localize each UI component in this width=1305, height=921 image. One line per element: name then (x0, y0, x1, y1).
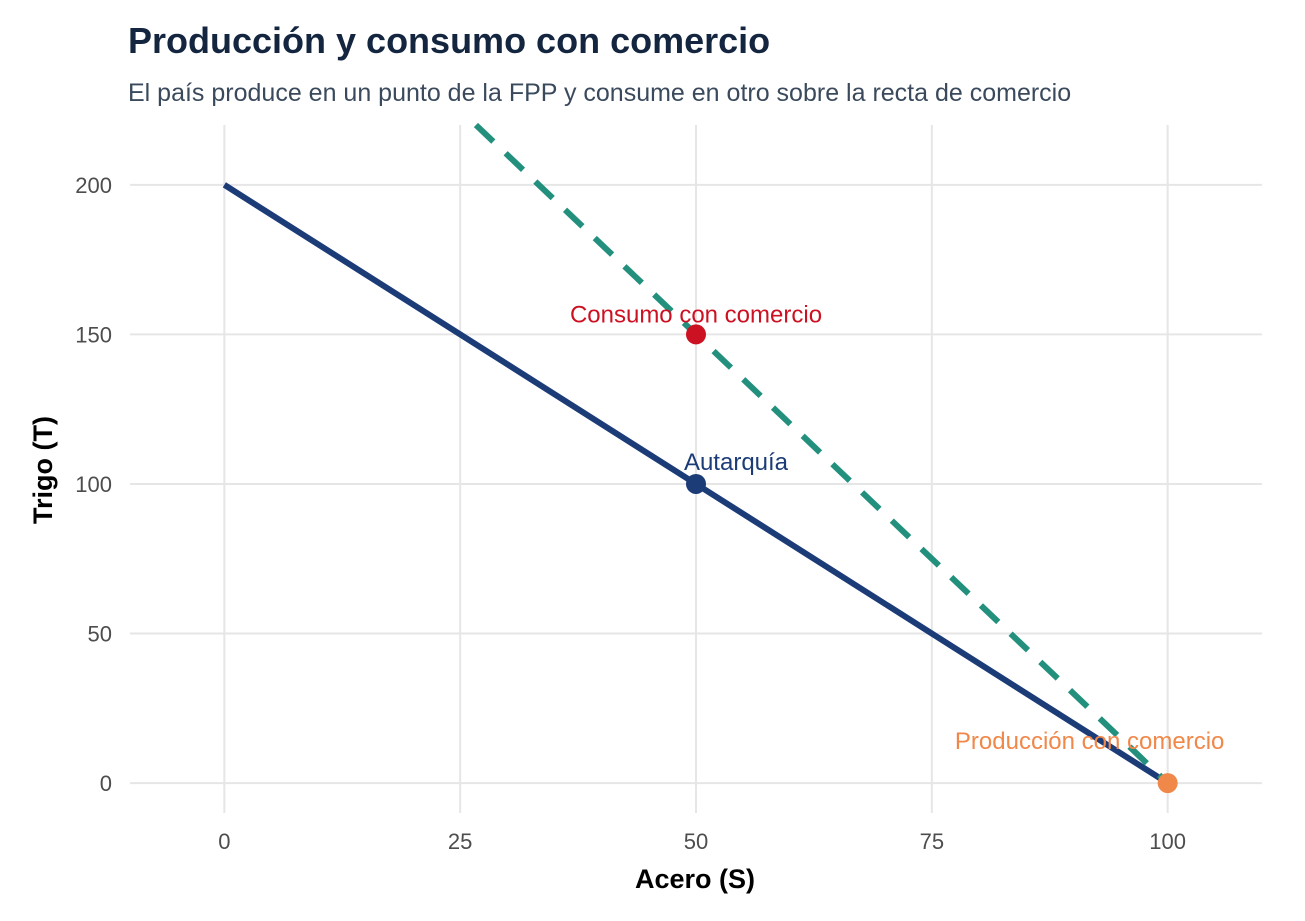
points-layer: Consumo con comercio Autarquía Producción … (570, 301, 1224, 794)
y-tick-label-3: 150 (75, 322, 112, 347)
y-tick-label-1: 50 (88, 622, 112, 647)
y-tick-label-0: 0 (100, 771, 112, 796)
x-tick-label-2: 50 (684, 829, 708, 854)
x-tick-labels: 0 25 50 75 100 (218, 829, 1186, 854)
trade-line-series (473, 122, 1170, 786)
x-tick-label-1: 25 (448, 829, 472, 854)
chart-subtitle: El país produce en un punto de la FPP y … (128, 79, 1072, 107)
point-marker-0 (686, 324, 706, 345)
point-label-1: Autarquía (684, 449, 789, 476)
y-tick-labels: 0 50 100 150 200 (75, 173, 112, 796)
point-marker-1 (686, 473, 706, 494)
y-tick-label-4: 200 (75, 173, 112, 198)
x-axis-title: Acero (S) (635, 864, 755, 894)
x-tick-label-4: 100 (1149, 829, 1186, 854)
chart-title: Producción y consumo con comercio (128, 20, 771, 61)
x-gridlines (223, 125, 1169, 813)
point-label-0: Consumo con comercio (570, 301, 822, 328)
y-tick-label-2: 100 (75, 472, 112, 497)
point-label-2: Producción con comercio (955, 728, 1224, 755)
x-tick-label-0: 0 (218, 829, 230, 854)
y-axis-title: Trigo (T) (28, 416, 58, 524)
point-marker-2 (1157, 773, 1178, 794)
x-tick-label-3: 75 (920, 829, 944, 854)
